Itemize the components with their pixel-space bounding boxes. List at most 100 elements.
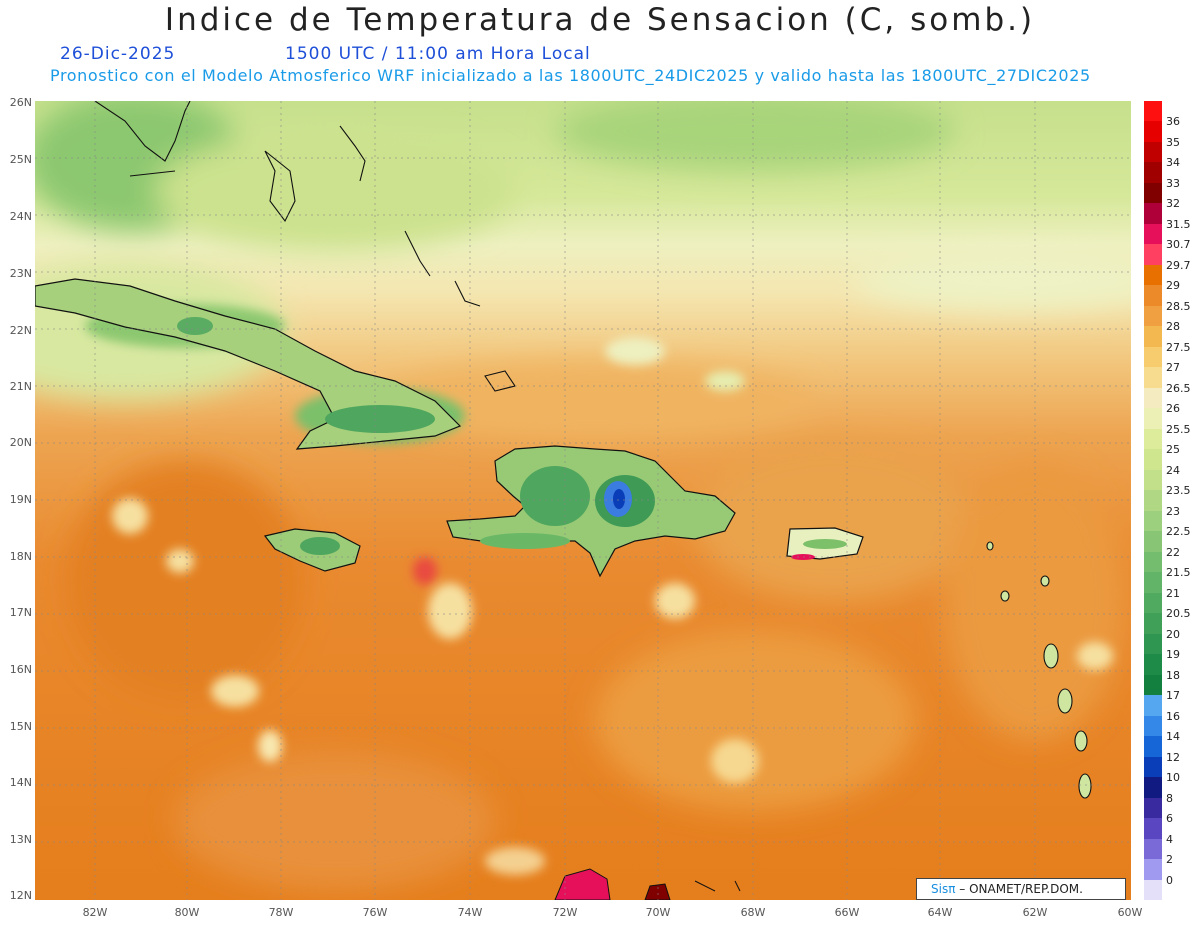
forecast-time: 1500 UTC / 11:00 am Hora Local	[285, 44, 591, 64]
color-swatch	[1144, 777, 1162, 799]
color-swatch	[1144, 367, 1162, 389]
color-swatch	[1144, 101, 1162, 122]
color-swatch	[1144, 674, 1162, 696]
color-level-label: 17	[1166, 689, 1180, 703]
color-level-label: 29	[1166, 279, 1180, 293]
color-swatch	[1144, 141, 1162, 163]
sispi-logo: Sisπ	[931, 882, 956, 896]
color-swatch	[1144, 408, 1162, 430]
credit-text: – ONAMET/REP.DOM.	[959, 882, 1083, 896]
lat-label: 25N	[9, 153, 32, 166]
heat-index-map	[35, 101, 1131, 900]
color-swatch	[1144, 121, 1162, 143]
map-canvas	[35, 101, 1131, 900]
color-swatch	[1144, 203, 1162, 225]
map-title: Indice de Temperatura de Sensacion (C, s…	[164, 2, 1036, 38]
lat-label: 13N	[9, 833, 32, 846]
color-swatch	[1144, 572, 1162, 594]
color-level-label: 16	[1166, 709, 1180, 723]
color-level-label: 23.5	[1166, 484, 1191, 498]
color-swatch	[1144, 654, 1162, 676]
lat-label: 17N	[9, 606, 32, 619]
color-swatch	[1144, 818, 1162, 840]
color-swatch	[1144, 428, 1162, 450]
color-level-label: 31.5	[1166, 217, 1191, 231]
lon-label: 62W	[1022, 906, 1048, 919]
lon-label: 76W	[362, 906, 388, 919]
color-level-label: 22.5	[1166, 525, 1191, 539]
color-level-label: 24	[1166, 463, 1180, 477]
lon-label: 66W	[834, 906, 860, 919]
color-level-label: 26.5	[1166, 381, 1191, 395]
color-level-label: 33	[1166, 176, 1180, 190]
color-level-label: 8	[1166, 791, 1173, 805]
color-level-label: 29.7	[1166, 258, 1191, 272]
color-level-label: 23	[1166, 504, 1180, 518]
lat-label: 20N	[9, 436, 32, 449]
color-swatch	[1144, 490, 1162, 512]
land-jamaica	[263, 528, 361, 572]
land-hispaniola	[446, 445, 736, 578]
lon-label: 82W	[82, 906, 108, 919]
color-level-label: 27.5	[1166, 340, 1191, 354]
color-level-label: 25	[1166, 443, 1180, 457]
color-swatch	[1144, 838, 1162, 860]
color-level-label: 26	[1166, 402, 1180, 416]
color-swatch	[1144, 756, 1162, 778]
lat-label: 18N	[9, 550, 32, 563]
color-swatch	[1144, 859, 1162, 880]
color-level-label: 21.5	[1166, 566, 1191, 580]
color-swatch	[1144, 797, 1162, 819]
color-swatch	[1144, 879, 1162, 901]
lon-label: 64W	[927, 906, 953, 919]
lat-label: 16N	[9, 663, 32, 676]
lat-label: 21N	[9, 380, 32, 393]
color-level-label: 0	[1166, 873, 1173, 887]
land-south-america	[554, 868, 741, 900]
color-level-label: 2	[1166, 853, 1173, 867]
color-swatch	[1144, 551, 1162, 573]
lat-label: 26N	[9, 96, 32, 109]
color-level-label: 27	[1166, 361, 1180, 375]
color-swatch	[1144, 326, 1162, 348]
color-swatch	[1144, 346, 1162, 368]
color-swatch	[1144, 182, 1162, 204]
color-swatch	[1144, 613, 1162, 635]
color-level-label: 19	[1166, 648, 1180, 662]
lon-label: 80W	[174, 906, 200, 919]
color-swatch	[1144, 387, 1162, 409]
land-cuba	[35, 278, 462, 450]
color-swatch	[1144, 244, 1162, 266]
color-swatch	[1144, 285, 1162, 307]
color-swatch	[1144, 633, 1162, 655]
credit-box: Sisπ – ONAMET/REP.DOM.	[916, 878, 1126, 900]
graticule	[35, 101, 1131, 900]
color-level-label: 22	[1166, 545, 1180, 559]
lon-label: 68W	[740, 906, 766, 919]
color-swatch	[1144, 592, 1162, 614]
lon-label: 78W	[268, 906, 294, 919]
color-swatch	[1144, 449, 1162, 471]
lon-label: 70W	[645, 906, 671, 919]
color-swatch	[1144, 736, 1162, 758]
lon-label: 74W	[457, 906, 483, 919]
color-swatch	[1144, 305, 1162, 327]
color-swatch	[1144, 695, 1162, 717]
lat-label: 23N	[9, 267, 32, 280]
color-swatch	[1144, 469, 1162, 491]
color-level-label: 30.7	[1166, 238, 1191, 252]
color-swatch	[1144, 715, 1162, 737]
lat-label: 12N	[9, 889, 32, 902]
color-level-label: 21	[1166, 586, 1180, 600]
color-level-label: 20.5	[1166, 607, 1191, 621]
color-level-label: 25.5	[1166, 422, 1191, 436]
color-level-label: 34	[1166, 156, 1180, 170]
lon-label: 60W	[1117, 906, 1143, 919]
color-level-label: 18	[1166, 668, 1180, 682]
lat-label: 22N	[9, 324, 32, 337]
color-level-label: 28	[1166, 320, 1180, 334]
color-swatch	[1144, 264, 1162, 286]
color-swatch	[1144, 162, 1162, 184]
land-puerto-rico	[786, 527, 864, 560]
color-level-label: 14	[1166, 730, 1180, 744]
